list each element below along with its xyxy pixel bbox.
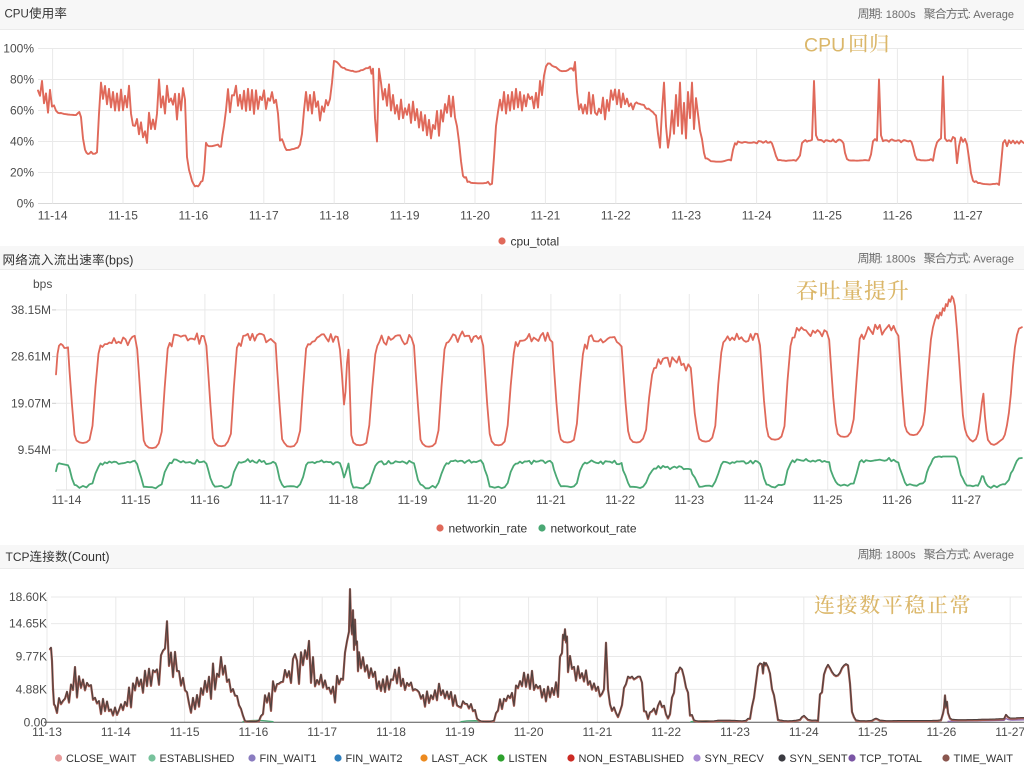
svg-text:: Average: : Average — [968, 550, 1014, 562]
svg-text:11-22: 11-22 — [651, 725, 681, 739]
svg-text:11-17: 11-17 — [259, 493, 289, 507]
svg-text:11-16: 11-16 — [238, 725, 268, 739]
svg-text:11-14: 11-14 — [52, 493, 82, 507]
svg-text:11-13: 11-13 — [32, 725, 62, 739]
svg-text:11-24: 11-24 — [742, 209, 772, 223]
svg-text:0%: 0% — [17, 197, 35, 211]
svg-text:80%: 80% — [10, 73, 34, 87]
svg-text:11-19: 11-19 — [445, 725, 475, 739]
svg-text:11-25: 11-25 — [812, 209, 842, 223]
svg-text:(Count): (Count) — [68, 550, 110, 564]
svg-text:bps: bps — [33, 277, 52, 291]
svg-text:19.07M: 19.07M — [11, 396, 51, 410]
svg-text:11-15: 11-15 — [121, 493, 151, 507]
svg-text:CLOSE_WAIT: CLOSE_WAIT — [66, 753, 137, 765]
svg-text:11-27: 11-27 — [953, 209, 983, 223]
svg-text:CPU: CPU — [5, 9, 29, 21]
svg-text:11-21: 11-21 — [530, 209, 560, 223]
svg-text:NON_ESTABLISHED: NON_ESTABLISHED — [579, 753, 685, 765]
svg-text:TCP: TCP — [6, 550, 30, 564]
svg-text:11-15: 11-15 — [170, 725, 200, 739]
svg-text:11-16: 11-16 — [190, 493, 220, 507]
svg-text:11-19: 11-19 — [398, 493, 428, 507]
svg-text:9.77K: 9.77K — [16, 650, 47, 664]
svg-text:11-18: 11-18 — [328, 493, 358, 507]
svg-text:CPU: CPU — [804, 35, 845, 57]
svg-text:11-18: 11-18 — [319, 209, 349, 223]
svg-text:SYN_SENT: SYN_SENT — [790, 753, 848, 765]
svg-text:FIN_WAIT1: FIN_WAIT1 — [260, 753, 317, 765]
svg-text:11-25: 11-25 — [858, 725, 888, 739]
svg-text:9.54M: 9.54M — [18, 443, 51, 457]
svg-text:11-23: 11-23 — [671, 209, 701, 223]
svg-text:0.00: 0.00 — [24, 715, 48, 729]
svg-text:LAST_ACK: LAST_ACK — [432, 753, 489, 765]
svg-text:FIN_WAIT2: FIN_WAIT2 — [346, 753, 403, 765]
svg-text:11-27: 11-27 — [951, 493, 981, 507]
svg-text:: 1800s: : 1800s — [880, 9, 917, 21]
svg-text:11-14: 11-14 — [101, 725, 131, 739]
svg-text:: 1800s: : 1800s — [880, 550, 917, 562]
svg-text:11-26: 11-26 — [926, 725, 956, 739]
svg-text:networkout_rate: networkout_rate — [551, 522, 637, 536]
svg-text:11-24: 11-24 — [789, 725, 819, 739]
svg-text:11-19: 11-19 — [390, 209, 420, 223]
svg-text:100%: 100% — [3, 42, 34, 56]
svg-text:40%: 40% — [10, 135, 34, 149]
svg-text:4.88K: 4.88K — [16, 682, 47, 696]
svg-text:11-16: 11-16 — [178, 209, 208, 223]
svg-text:(bps): (bps) — [105, 253, 133, 267]
svg-text:TIME_WAIT: TIME_WAIT — [954, 753, 1014, 765]
svg-text:28.61M: 28.61M — [11, 350, 51, 364]
svg-text:11-21: 11-21 — [582, 725, 612, 739]
svg-text:LISTEN: LISTEN — [509, 753, 548, 765]
svg-text:20%: 20% — [10, 166, 34, 180]
svg-text:TCP_TOTAL: TCP_TOTAL — [860, 753, 923, 765]
svg-text:11-26: 11-26 — [882, 209, 912, 223]
svg-text:11-25: 11-25 — [813, 493, 843, 507]
svg-text:cpu_total: cpu_total — [511, 235, 560, 249]
svg-text:11-20: 11-20 — [460, 209, 490, 223]
svg-text:11-24: 11-24 — [744, 493, 774, 507]
svg-text:38.15M: 38.15M — [11, 303, 51, 317]
svg-text:11-21: 11-21 — [536, 493, 566, 507]
svg-text:: 1800s: : 1800s — [880, 254, 917, 266]
svg-text:: Average: : Average — [968, 254, 1014, 266]
svg-text:11-23: 11-23 — [720, 725, 750, 739]
svg-text:11-26: 11-26 — [882, 493, 912, 507]
svg-text:14.65K: 14.65K — [9, 617, 47, 631]
svg-text:11-20: 11-20 — [467, 493, 497, 507]
svg-text:11-22: 11-22 — [601, 209, 631, 223]
svg-text:ESTABLISHED: ESTABLISHED — [160, 753, 235, 765]
svg-text:11-23: 11-23 — [674, 493, 704, 507]
svg-text:11-27: 11-27 — [995, 725, 1024, 739]
svg-text:networkin_rate: networkin_rate — [449, 522, 528, 536]
svg-text:11-18: 11-18 — [376, 725, 406, 739]
svg-text:60%: 60% — [10, 104, 34, 118]
svg-text:SYN_RECV: SYN_RECV — [705, 753, 765, 765]
svg-text:11-20: 11-20 — [514, 725, 544, 739]
svg-text:11-22: 11-22 — [605, 493, 635, 507]
svg-text:11-17: 11-17 — [249, 209, 279, 223]
svg-text:11-15: 11-15 — [108, 209, 138, 223]
svg-text:11-17: 11-17 — [307, 725, 337, 739]
svg-text:11-14: 11-14 — [38, 209, 68, 223]
svg-text:: Average: : Average — [968, 9, 1014, 21]
svg-text:18.60K: 18.60K — [9, 590, 47, 604]
